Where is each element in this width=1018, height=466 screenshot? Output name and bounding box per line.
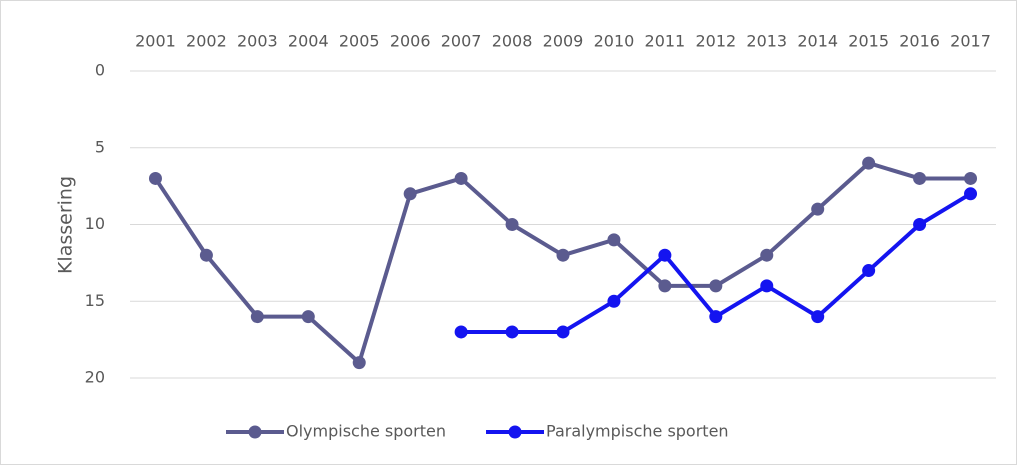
data-point xyxy=(505,325,519,339)
data-point xyxy=(556,248,570,262)
legend-label: Paralympische sporten xyxy=(546,422,729,441)
data-point xyxy=(301,310,315,324)
y-tick-label: 20 xyxy=(85,368,105,387)
x-tick-label: 2016 xyxy=(899,32,940,51)
data-point xyxy=(862,264,876,278)
x-tick-label: 2001 xyxy=(135,32,176,51)
legend-marker xyxy=(508,425,522,439)
y-tick-label: 15 xyxy=(85,291,105,310)
y-axis-label: Klassering xyxy=(55,176,77,274)
y-tick-label: 5 xyxy=(95,137,105,156)
data-point xyxy=(352,356,366,370)
data-point xyxy=(862,156,876,170)
x-tick-label: 2011 xyxy=(645,32,686,51)
y-tick-label: 10 xyxy=(85,214,105,233)
data-point xyxy=(607,294,621,308)
data-point xyxy=(403,187,417,201)
y-tick-label: 0 xyxy=(95,61,105,80)
x-tick-label: 2013 xyxy=(746,32,787,51)
x-tick-label: 2006 xyxy=(390,32,431,51)
legend-label: Olympische sporten xyxy=(286,422,446,441)
data-point xyxy=(964,187,978,201)
x-tick-label: 2015 xyxy=(848,32,889,51)
data-point xyxy=(454,325,468,339)
data-point xyxy=(709,310,723,324)
data-point xyxy=(250,310,264,324)
data-point xyxy=(760,279,774,293)
data-point xyxy=(658,248,672,262)
legend-marker xyxy=(248,425,262,439)
data-point xyxy=(913,171,927,185)
data-point xyxy=(556,325,570,339)
data-point xyxy=(811,310,825,324)
data-point xyxy=(505,218,519,231)
data-point xyxy=(454,171,468,185)
x-tick-label: 2004 xyxy=(288,32,329,51)
data-point xyxy=(913,218,927,231)
x-tick-label: 2003 xyxy=(237,32,278,51)
x-tick-label: 2007 xyxy=(441,32,482,51)
x-tick-label: 2014 xyxy=(797,32,838,51)
data-point xyxy=(964,171,978,185)
x-tick-label: 2017 xyxy=(950,32,991,51)
data-point xyxy=(658,279,672,293)
data-point xyxy=(760,248,774,262)
data-point xyxy=(709,279,723,293)
x-tick-label: 2012 xyxy=(695,32,736,51)
data-point xyxy=(148,171,162,185)
x-tick-label: 2008 xyxy=(492,32,533,51)
data-point xyxy=(607,233,621,247)
data-point xyxy=(199,248,213,262)
x-tick-label: 2009 xyxy=(543,32,584,51)
x-tick-label: 2010 xyxy=(594,32,635,51)
x-tick-label: 2002 xyxy=(186,32,227,51)
x-tick-label: 2005 xyxy=(339,32,380,51)
data-point xyxy=(811,202,825,216)
